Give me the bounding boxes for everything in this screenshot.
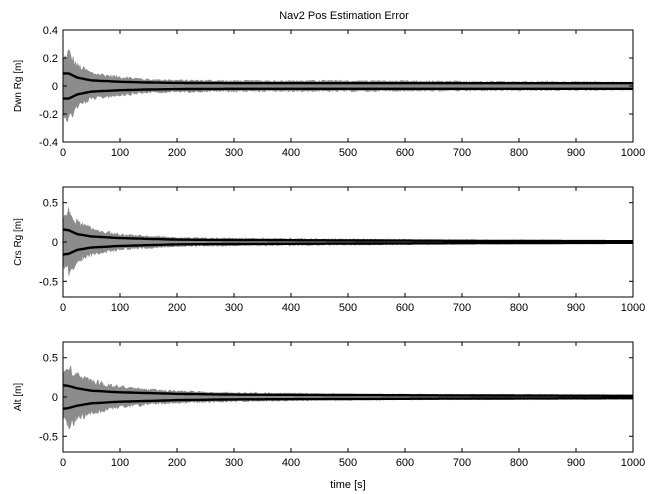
envelope-lower xyxy=(63,241,633,256)
x-tick-label: 900 xyxy=(567,457,585,469)
x-tick-label: 0 xyxy=(60,302,66,314)
x-tick-label: 800 xyxy=(510,302,528,314)
x-tick-label: 600 xyxy=(396,457,414,469)
y-tick-label: -0.4 xyxy=(39,137,58,149)
run-trace xyxy=(63,215,633,256)
x-tick-label: 500 xyxy=(339,302,357,314)
y-tick-label: 0 xyxy=(52,392,58,404)
envelope-upper xyxy=(63,384,633,397)
x-tick-label: 100 xyxy=(111,302,129,314)
y-tick-label: 0.5 xyxy=(43,198,58,210)
x-tick-label: 700 xyxy=(453,302,471,314)
y-axis-label: Crs Rg [m] xyxy=(13,218,24,266)
x-tick-label: 100 xyxy=(111,457,129,469)
y-tick-label: 0.4 xyxy=(43,25,58,37)
x-tick-label: 800 xyxy=(510,457,528,469)
x-tick-label: 700 xyxy=(453,147,471,159)
envelope-lower xyxy=(63,397,633,410)
subplot-3: 0 100 200 300 400 500 600 700 800 900 1000 -0.5 0 0.5… xyxy=(13,341,645,469)
y-tick-label: 0.5 xyxy=(43,353,58,365)
x-tick-label: 500 xyxy=(339,457,357,469)
x-tick-label: 700 xyxy=(453,457,471,469)
y-axis-label: Alt [m] xyxy=(13,383,24,412)
envelope-lower xyxy=(63,87,633,100)
x-tick-label: 1000 xyxy=(621,302,645,314)
x-tick-label: 900 xyxy=(567,302,585,314)
x-tick-label: 400 xyxy=(282,457,300,469)
x-tick-label: 900 xyxy=(567,147,585,159)
subplot-2: 0 100 200 300 400 500 600 700 800 900 1000 -0.5 0 0.5… xyxy=(13,186,645,314)
x-tick-label: 300 xyxy=(225,457,243,469)
x-tick-label: 1000 xyxy=(621,457,645,469)
y-tick-label: 0 xyxy=(52,237,58,249)
x-tick-label: 0 xyxy=(60,457,66,469)
y-tick-label: -0.5 xyxy=(39,276,58,288)
y-tick-label: -0.2 xyxy=(39,109,58,121)
x-tick-label: 200 xyxy=(168,147,186,159)
x-tick-label: 100 xyxy=(111,147,129,159)
x-tick-label: 300 xyxy=(225,302,243,314)
x-tick-label: 300 xyxy=(225,147,243,159)
x-tick-label: 200 xyxy=(168,457,186,469)
y-tick-label: 0 xyxy=(52,81,58,93)
x-tick-label: 1000 xyxy=(621,147,645,159)
x-tick-label: 600 xyxy=(396,302,414,314)
y-tick-label: -0.5 xyxy=(39,431,58,443)
x-tick-label: 400 xyxy=(282,302,300,314)
x-tick-label: 400 xyxy=(282,147,300,159)
subplot-1: 0 100 200 300 400 500 600 700 800 900 1000 -0.4 -0.2… xyxy=(13,25,645,159)
x-tick-label: 500 xyxy=(339,147,357,159)
envelope-upper xyxy=(63,72,633,85)
x-tick-label: 200 xyxy=(168,302,186,314)
y-axis-label: Dwn Rg [m] xyxy=(13,60,24,112)
x-axis-label: time [s] xyxy=(330,479,365,491)
x-tick-label: 800 xyxy=(510,147,528,159)
chart-title: Nav2 Pos Estimation Error xyxy=(279,10,409,22)
x-tick-label: 0 xyxy=(60,147,66,159)
envelope-upper xyxy=(63,228,633,243)
runs-band xyxy=(63,365,633,430)
x-tick-label: 600 xyxy=(396,147,414,159)
y-tick-label: 0.2 xyxy=(43,53,58,65)
